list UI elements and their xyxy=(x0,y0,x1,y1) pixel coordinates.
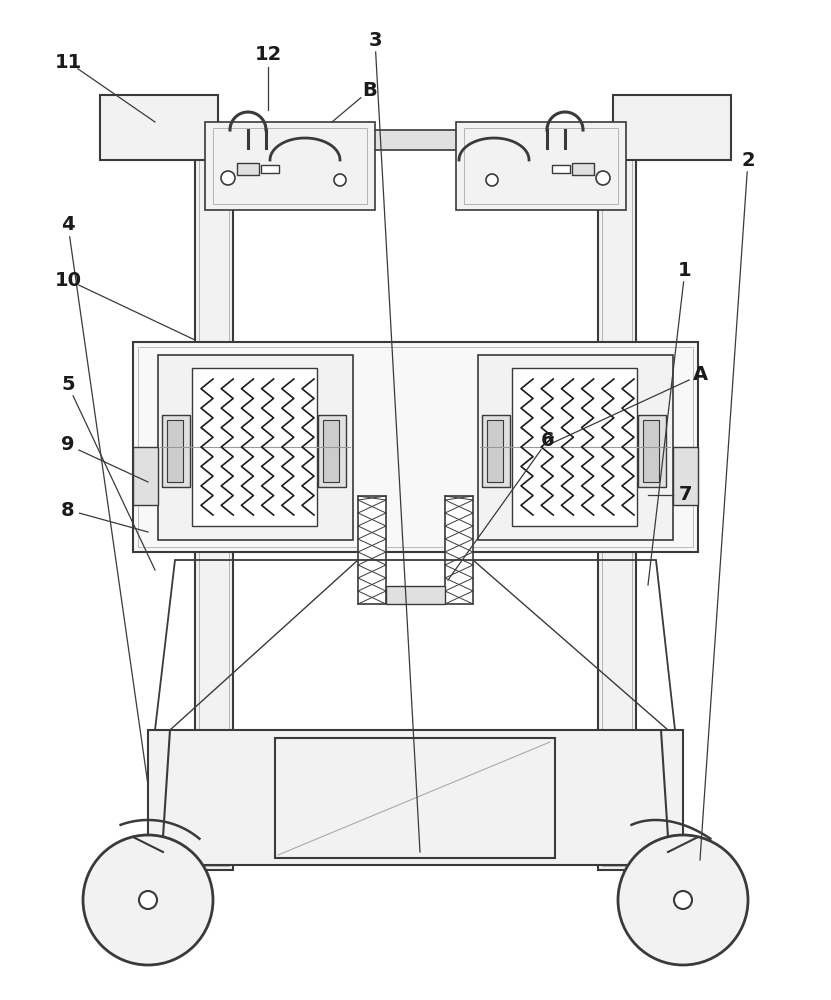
Text: 11: 11 xyxy=(54,52,81,72)
Bar xyxy=(386,586,445,604)
Bar xyxy=(482,415,510,487)
Bar xyxy=(195,130,636,150)
Bar xyxy=(323,420,339,482)
Text: 2: 2 xyxy=(741,150,755,169)
Text: 9: 9 xyxy=(61,436,75,454)
Circle shape xyxy=(83,835,213,965)
Text: 4: 4 xyxy=(61,216,75,234)
Bar xyxy=(318,415,346,487)
Text: 3: 3 xyxy=(368,30,381,49)
Bar xyxy=(133,342,698,552)
Text: 12: 12 xyxy=(254,45,282,64)
Bar xyxy=(572,163,594,175)
Bar xyxy=(552,165,570,173)
Bar xyxy=(445,496,473,604)
Circle shape xyxy=(139,891,157,909)
Text: 5: 5 xyxy=(61,375,75,394)
Bar xyxy=(275,738,555,858)
Bar xyxy=(464,128,618,204)
Text: B: B xyxy=(362,81,377,100)
Bar xyxy=(205,122,375,210)
Bar xyxy=(148,730,683,865)
Text: 8: 8 xyxy=(61,500,75,520)
Text: 1: 1 xyxy=(678,260,692,279)
Bar xyxy=(613,95,731,160)
Bar xyxy=(478,355,673,540)
Bar xyxy=(162,415,190,487)
Bar xyxy=(261,165,279,173)
Text: 7: 7 xyxy=(678,486,691,504)
Bar xyxy=(213,128,367,204)
Circle shape xyxy=(596,171,610,185)
Bar xyxy=(487,420,503,482)
Bar xyxy=(456,122,626,210)
Text: 6: 6 xyxy=(541,430,555,450)
Bar xyxy=(100,95,218,160)
Bar xyxy=(237,163,259,175)
Bar xyxy=(195,130,233,870)
Bar xyxy=(512,368,637,526)
Bar xyxy=(643,420,659,482)
Bar xyxy=(598,130,636,870)
Circle shape xyxy=(334,174,346,186)
Text: 10: 10 xyxy=(55,270,81,290)
Bar xyxy=(602,134,632,866)
Bar xyxy=(167,420,183,482)
Bar xyxy=(158,355,353,540)
Circle shape xyxy=(618,835,748,965)
Circle shape xyxy=(674,891,692,909)
Text: A: A xyxy=(692,365,707,384)
Circle shape xyxy=(486,174,498,186)
Bar xyxy=(673,447,698,505)
Bar xyxy=(192,368,317,526)
Circle shape xyxy=(221,171,235,185)
Bar xyxy=(138,347,693,547)
Bar xyxy=(199,134,229,866)
Bar xyxy=(638,415,666,487)
Bar xyxy=(358,496,386,604)
Bar xyxy=(133,447,158,505)
